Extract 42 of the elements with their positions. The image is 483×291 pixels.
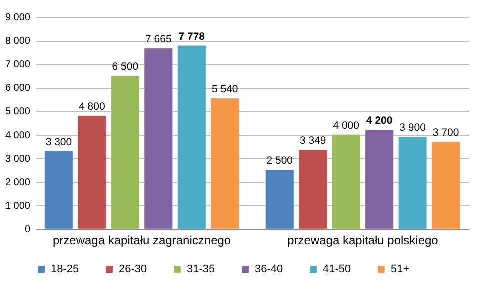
bar <box>298 150 328 230</box>
y-tick-label: 2 000 <box>5 177 31 188</box>
bar <box>44 151 74 230</box>
legend-label: 26-30 <box>119 264 148 276</box>
y-tick-label: 3 000 <box>5 154 31 165</box>
y-tick-label: 5 000 <box>5 106 31 118</box>
y-tick-label: 1 000 <box>5 200 31 212</box>
y-tick-label: 9 000 <box>5 12 31 24</box>
data-label: 3 349 <box>300 135 326 148</box>
bar <box>365 130 394 230</box>
data-label: 4 000 <box>333 120 360 132</box>
legend-label: 41-50 <box>323 264 352 276</box>
bar <box>332 134 361 230</box>
legend-label: 36-40 <box>255 264 284 276</box>
data-label: 4 200 <box>366 115 393 128</box>
data-label: 7 665 <box>146 33 172 46</box>
data-label: 2 500 <box>266 155 294 168</box>
data-label: 6 500 <box>112 60 139 73</box>
x-tick-label: przewaga kapitału polskiego <box>288 234 439 248</box>
y-tick-label: 0 <box>24 224 31 236</box>
bar <box>144 48 174 230</box>
data-label: 5 540 <box>212 84 238 96</box>
legend-label: 31-35 <box>187 264 216 276</box>
legend-label: 51+ <box>391 264 410 276</box>
y-tick-label: 4 000 <box>5 130 31 142</box>
y-tick-label: 8 000 <box>5 36 31 48</box>
data-label: 7 778 <box>178 30 206 43</box>
bar <box>266 170 294 230</box>
bar <box>111 76 140 230</box>
data-label: 3 700 <box>432 126 460 139</box>
bar <box>78 116 107 230</box>
y-tick-label: 7 000 <box>5 60 31 71</box>
legend-label: 18-25 <box>51 264 80 276</box>
bar <box>432 142 460 230</box>
x-tick-label: przewaga kapitału zagranicznego <box>52 234 232 248</box>
data-label: 4 800 <box>79 100 106 113</box>
data-label: 3 900 <box>400 122 426 134</box>
bar <box>398 136 428 230</box>
y-tick-label: 6 000 <box>5 83 31 94</box>
bar <box>210 98 240 230</box>
bar <box>178 46 206 230</box>
data-label: 3 300 <box>46 136 72 148</box>
